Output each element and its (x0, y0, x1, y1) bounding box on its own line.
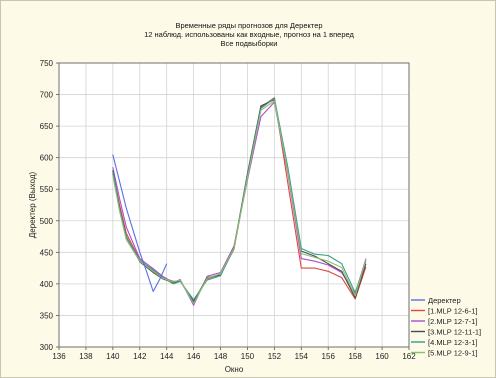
y-tick-label: 600 (40, 154, 54, 163)
series-line (112, 100, 367, 305)
x-tick-label: 162 (402, 352, 416, 361)
plot-border (58, 62, 410, 348)
y-tick-label: 350 (40, 311, 54, 320)
x-tick-label: 138 (79, 352, 93, 361)
x-tick-label: 156 (322, 352, 336, 361)
y-tick-label: 550 (40, 185, 54, 194)
series-line (112, 154, 168, 293)
x-tick-label: 148 (214, 352, 228, 361)
legend-label: [1.MLP 12-6-1] (428, 307, 477, 316)
x-tick-label: 150 (241, 352, 255, 361)
y-tick-label: 650 (40, 122, 54, 131)
legend-label: [2.MLP 12-7-1] (428, 317, 477, 326)
y-tick-label: 500 (40, 217, 54, 226)
legend-label: [5.MLP 12-9-1] (428, 349, 477, 358)
legend-label: [4.MLP 12-3-1] (428, 338, 477, 347)
x-tick-label: 152 (268, 352, 282, 361)
plot-area (58, 62, 410, 348)
y-axis-label: Деректер (Выход) (28, 172, 37, 239)
y-tick-label: 300 (40, 343, 54, 352)
x-tick-label: 144 (160, 352, 174, 361)
legend-label: [3.MLP 12-11-1] (428, 328, 481, 337)
y-tick-label: 750 (40, 59, 54, 68)
x-tick-label: 146 (187, 352, 201, 361)
x-tick-label: 142 (133, 352, 147, 361)
x-tick-label: 136 (52, 352, 66, 361)
x-tick-label: 160 (375, 352, 389, 361)
legend: Деректер [1.MLP 12-6-1][2.MLP 12-7-1] [3.M… (411, 296, 481, 358)
x-tick-label: 158 (348, 352, 362, 361)
x-axis-label: Окно (225, 365, 244, 374)
legend-label: Деректер (428, 296, 461, 305)
chart-subtitle-2: Все подвыборки (220, 39, 278, 48)
chart-title: Временные ряды прогнозов для Деректер (175, 21, 323, 30)
x-tick-label: 154 (295, 352, 309, 361)
y-tick-label: 450 (40, 248, 54, 257)
series-line (112, 97, 367, 301)
series-line (112, 101, 367, 306)
x-tick-label: 140 (106, 352, 120, 361)
chart-subtitle-1: 12 наблюд. использованы как входные, про… (144, 30, 354, 39)
y-tick-label: 700 (40, 91, 54, 100)
y-tick-label: 400 (40, 280, 54, 289)
